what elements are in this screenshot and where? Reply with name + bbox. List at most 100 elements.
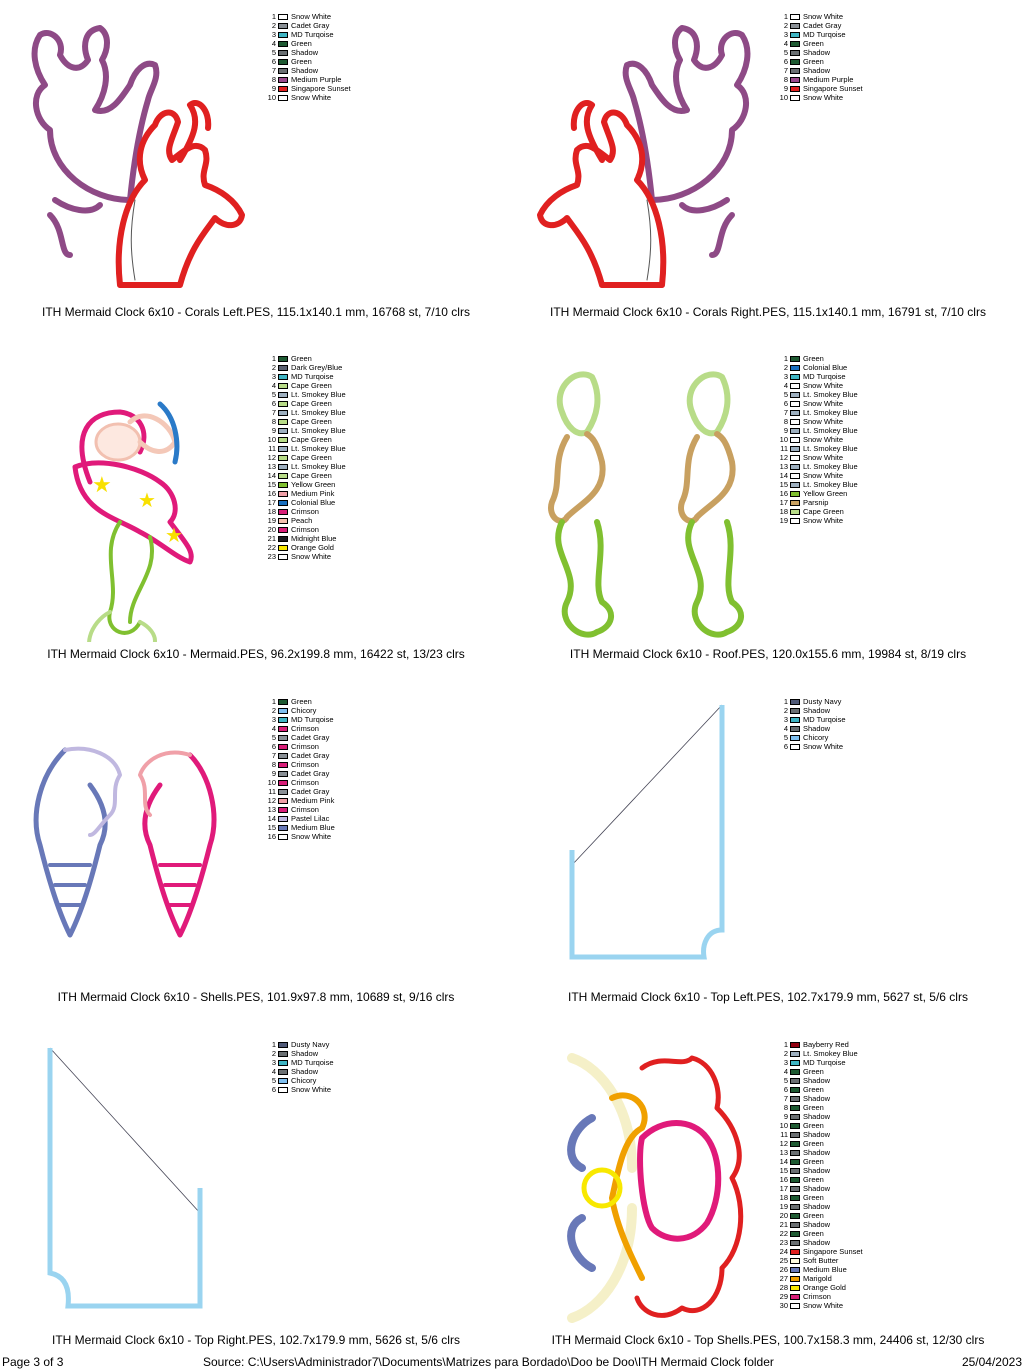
color-index: 11 xyxy=(268,787,276,796)
color-index: 9 xyxy=(783,84,788,93)
color-index: 3 xyxy=(271,30,276,39)
color-list-item: 6 Snow White xyxy=(264,1085,334,1094)
color-swatch xyxy=(790,734,800,741)
color-index: 2 xyxy=(783,1049,788,1058)
color-index: 3 xyxy=(783,372,788,381)
embroidery-preview-roof xyxy=(548,371,744,638)
color-swatch xyxy=(790,13,800,20)
color-name: Green xyxy=(803,1103,824,1112)
color-list-item: 16 Snow White xyxy=(264,832,335,841)
color-index: 13 xyxy=(267,805,276,814)
color-name: MD Turqoise xyxy=(803,372,846,381)
source-path: Source: C:\Users\Administrador7\Document… xyxy=(203,1355,774,1369)
color-list-item: 8 Cape Green xyxy=(264,417,346,426)
color-name: Crimson xyxy=(291,742,319,751)
color-name: Green xyxy=(803,1193,824,1202)
color-list-item: 8 Green xyxy=(776,1103,863,1112)
color-name: Dusty Navy xyxy=(291,1040,330,1049)
color-list-item: 14 Cape Green xyxy=(264,471,346,480)
color-swatch xyxy=(790,40,800,47)
color-index: 8 xyxy=(783,1103,788,1112)
color-name: Lt. Smokey Blue xyxy=(803,426,858,435)
color-index: 10 xyxy=(267,778,276,787)
color-index: 2 xyxy=(271,21,276,30)
color-swatch xyxy=(790,716,800,723)
color-swatch xyxy=(790,1050,800,1057)
design-caption: ITH Mermaid Clock 6x10 - Mermaid.PES, 96… xyxy=(47,647,465,661)
color-swatch xyxy=(790,1212,800,1219)
color-list-item: 11 Shadow xyxy=(776,1130,863,1139)
color-name: Lt. Smokey Blue xyxy=(803,1049,858,1058)
color-list-item: 9 Lt. Smokey Blue xyxy=(264,426,346,435)
color-swatch xyxy=(278,761,288,768)
color-index: 9 xyxy=(271,426,276,435)
color-list-item: 9 Cadet Gray xyxy=(264,769,335,778)
color-index: 15 xyxy=(267,823,276,832)
color-name: Lt. Smokey Blue xyxy=(803,462,858,471)
color-name: Cadet Gray xyxy=(803,21,842,30)
color-list-item: 12 Snow White xyxy=(776,453,858,462)
color-name: Lt. Smokey Blue xyxy=(803,444,858,453)
color-list-item: 19 Shadow xyxy=(776,1202,863,1211)
color-name: Green xyxy=(803,1139,824,1148)
color-list-item: 1 Dusty Navy xyxy=(776,697,846,706)
color-name: Lt. Smokey Blue xyxy=(291,462,346,471)
color-swatch xyxy=(278,409,288,416)
color-list-item: 2 Cadet Gray xyxy=(776,21,863,30)
color-swatch xyxy=(278,13,288,20)
color-name: Yellow Green xyxy=(803,489,848,498)
color-name: Snow White xyxy=(803,417,844,426)
color-swatch xyxy=(790,1275,800,1282)
color-index: 13 xyxy=(779,462,788,471)
color-swatch xyxy=(278,517,288,524)
color-index: 10 xyxy=(779,1121,788,1130)
color-index: 1 xyxy=(271,697,276,706)
color-swatch xyxy=(790,58,800,65)
color-index: 2 xyxy=(783,706,788,715)
color-index: 5 xyxy=(271,733,276,742)
color-name: Green xyxy=(291,57,312,66)
color-name: Crimson xyxy=(291,507,319,516)
color-name: Cape Green xyxy=(291,417,332,426)
color-list-item: 10 Cape Green xyxy=(264,435,346,444)
color-index: 20 xyxy=(267,525,276,534)
color-swatch xyxy=(278,76,288,83)
color-swatch xyxy=(790,508,800,515)
color-list-item: 15 Lt. Smokey Blue xyxy=(776,480,858,489)
color-index: 4 xyxy=(271,1067,276,1076)
color-swatch xyxy=(278,526,288,533)
color-list-item: 2 Colonial Blue xyxy=(776,363,858,372)
color-index: 18 xyxy=(779,1193,788,1202)
design-corals-left: 1 Snow White 2 Cadet Gray 3 MD Turqoise … xyxy=(0,0,512,342)
color-index: 12 xyxy=(267,796,276,805)
color-swatch xyxy=(278,382,288,389)
color-list: 1 Green 2 Colonial Blue 3 MD Turqoise 4 … xyxy=(776,354,858,525)
color-swatch xyxy=(790,463,800,470)
color-swatch xyxy=(278,58,288,65)
color-index: 14 xyxy=(779,471,788,480)
color-list-item: 10 Snow White xyxy=(776,435,858,444)
color-index: 9 xyxy=(783,426,788,435)
color-list-item: 7 Shadow xyxy=(776,1094,863,1103)
color-swatch xyxy=(278,436,288,443)
color-name: MD Turqoise xyxy=(803,1058,846,1067)
color-list-item: 22 Green xyxy=(776,1229,863,1238)
color-list-item: 8 Medium Purple xyxy=(776,75,863,84)
color-list-item: 4 Shadow xyxy=(776,724,846,733)
color-swatch xyxy=(278,355,288,362)
color-index: 4 xyxy=(783,39,788,48)
color-list-item: 7 Lt. Smokey Blue xyxy=(776,408,858,417)
color-name: Shadow xyxy=(803,1220,831,1229)
color-index: 2 xyxy=(271,1049,276,1058)
color-name: Singapore Sunset xyxy=(291,84,351,93)
color-name: MD Turqoise xyxy=(291,1058,334,1067)
color-name: Cape Green xyxy=(291,381,332,390)
color-swatch xyxy=(790,1140,800,1147)
design-caption: ITH Mermaid Clock 6x10 - Shells.PES, 101… xyxy=(57,990,455,1004)
color-index: 12 xyxy=(779,453,788,462)
color-swatch xyxy=(278,716,288,723)
color-list-item: 1 Snow White xyxy=(776,12,863,21)
color-name: Yellow Green xyxy=(291,480,336,489)
color-swatch xyxy=(790,1194,800,1201)
color-name: Shadow xyxy=(291,1049,319,1058)
